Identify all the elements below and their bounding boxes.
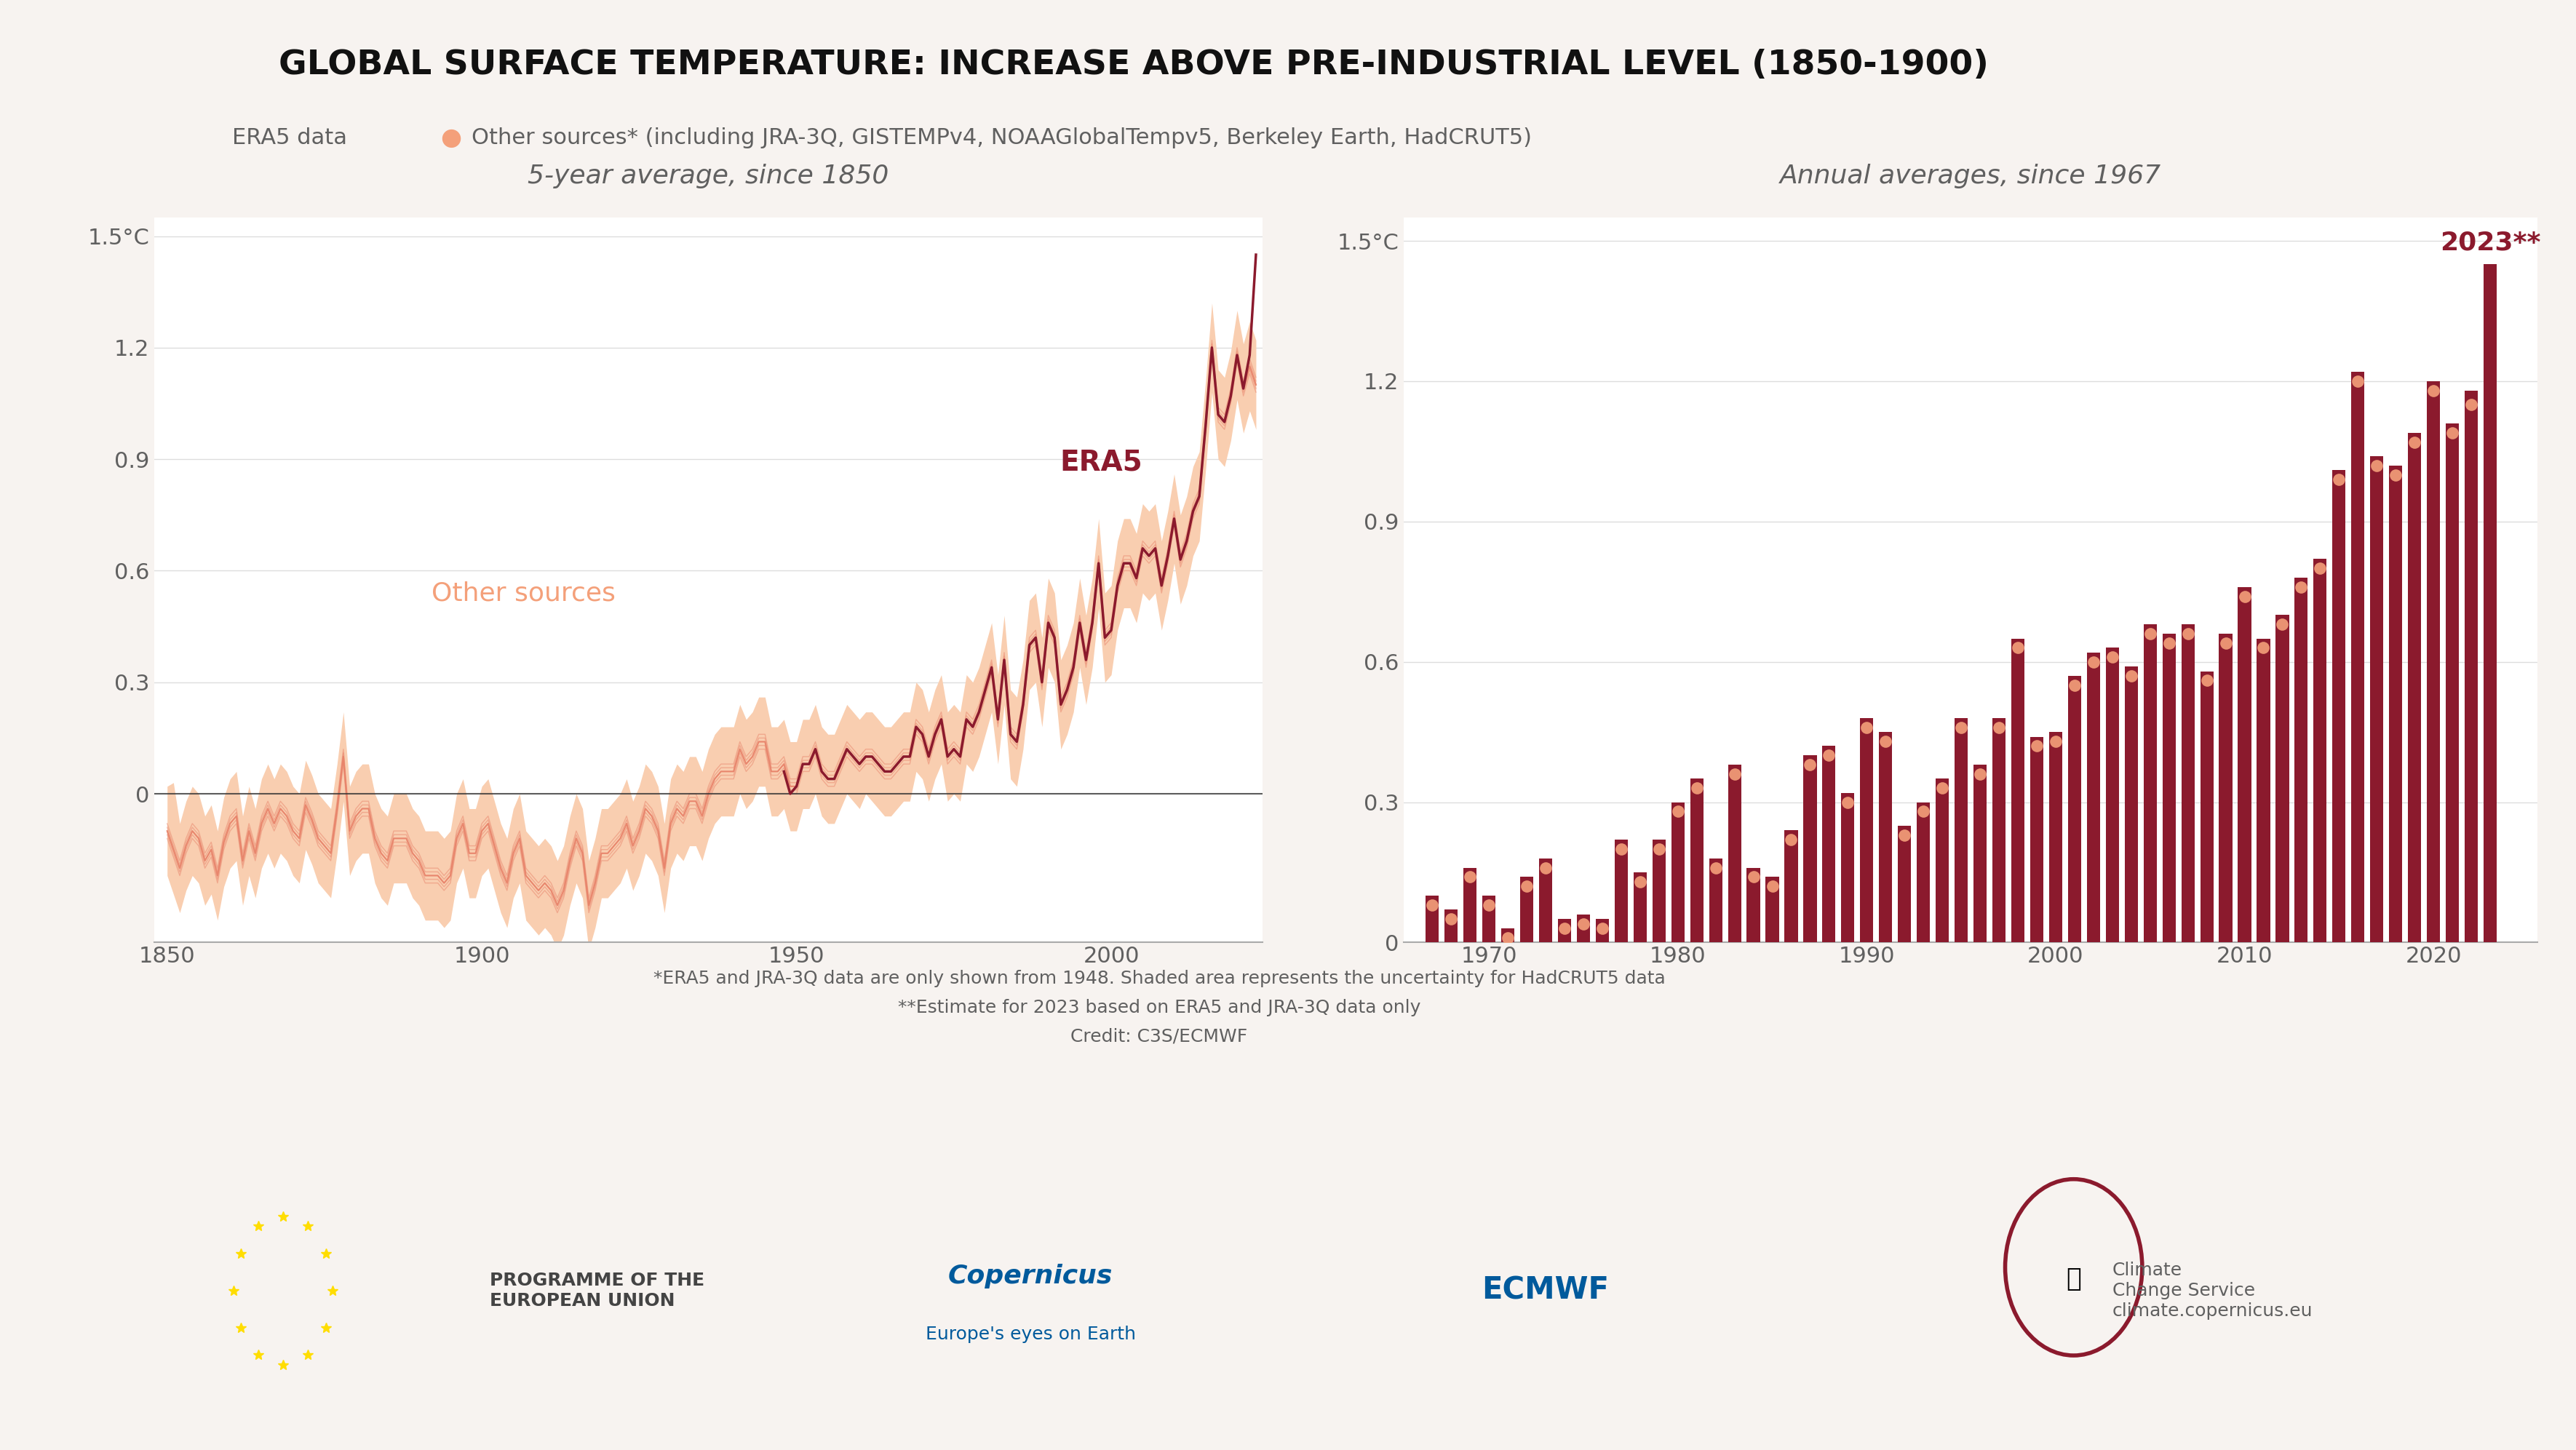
Text: GLOBAL SURFACE TEMPERATURE: INCREASE ABOVE PRE-INDUSTRIAL LEVEL (1850-1900): GLOBAL SURFACE TEMPERATURE: INCREASE ABO… <box>278 49 1989 81</box>
Bar <box>2048 732 2063 942</box>
Bar <box>1899 825 1911 942</box>
Bar <box>1917 802 1929 942</box>
Bar <box>2295 577 2308 942</box>
Bar <box>1878 732 1893 942</box>
Bar <box>1520 877 1533 942</box>
Bar <box>1747 867 1759 942</box>
Bar <box>1785 831 1798 942</box>
Bar <box>2200 671 2213 942</box>
Bar <box>1821 747 1837 942</box>
Bar <box>1502 928 1515 942</box>
Bar <box>1595 919 1610 942</box>
Bar <box>1973 764 1986 943</box>
Bar <box>2105 648 2120 942</box>
Bar <box>1672 802 1685 942</box>
Bar <box>2143 625 2156 942</box>
Bar <box>1425 896 1440 942</box>
Bar <box>2409 432 2421 942</box>
Bar <box>1803 755 1816 942</box>
Bar <box>1842 793 1855 942</box>
Bar <box>2125 667 2138 942</box>
Bar <box>1615 840 1628 942</box>
Bar <box>2388 465 2403 942</box>
Text: **Estimate for 2023 based on ERA5 and JRA-3Q data only: **Estimate for 2023 based on ERA5 and JR… <box>899 999 1419 1016</box>
Bar <box>1463 867 1476 942</box>
Bar <box>1728 764 1741 943</box>
Bar <box>2182 625 2195 942</box>
Text: Climate
Change Service
climate.copernicus.eu: Climate Change Service climate.copernicu… <box>2112 1262 2313 1320</box>
Text: ERA5: ERA5 <box>1059 448 1144 476</box>
Bar <box>2331 470 2347 942</box>
Bar <box>1538 858 1553 942</box>
Bar <box>1651 840 1667 942</box>
Bar <box>2087 652 2099 942</box>
Bar <box>1481 896 1497 942</box>
Bar <box>2012 638 2025 942</box>
Bar <box>1955 718 1968 942</box>
Bar <box>2427 381 2439 942</box>
Bar <box>2445 423 2460 942</box>
Bar <box>2161 634 2177 942</box>
Bar <box>2483 264 2496 942</box>
Text: Other sources* (including JRA-3Q, GISTEMPv4, NOAAGlobalTempv5, Berkeley Earth, H: Other sources* (including JRA-3Q, GISTEM… <box>471 128 1533 148</box>
Bar <box>2257 638 2269 942</box>
Text: 5-year average, since 1850: 5-year average, since 1850 <box>528 164 889 189</box>
Text: ●: ● <box>440 126 461 149</box>
Text: ECMWF: ECMWF <box>1481 1275 1610 1306</box>
Text: Annual averages, since 1967: Annual averages, since 1967 <box>1780 164 2161 189</box>
Bar <box>2465 390 2478 942</box>
Bar <box>1860 718 1873 942</box>
Text: ERA5 data: ERA5 data <box>232 128 348 148</box>
Text: *ERA5 and JRA-3Q data are only shown from 1948. Shaded area represents the uncer: *ERA5 and JRA-3Q data are only shown fro… <box>654 970 1664 987</box>
Bar <box>2275 615 2290 942</box>
Bar <box>2313 558 2326 942</box>
Bar <box>1577 915 1589 942</box>
Bar <box>1445 909 1458 942</box>
Bar <box>1708 858 1723 942</box>
Text: Copernicus: Copernicus <box>948 1263 1113 1289</box>
Text: Credit: C3S/ECMWF: Credit: C3S/ECMWF <box>1072 1028 1247 1045</box>
Bar <box>2069 676 2081 942</box>
Bar <box>1991 718 2007 942</box>
Text: 2023**: 2023** <box>2439 231 2540 255</box>
Bar <box>1558 919 1571 942</box>
Bar <box>1690 779 1703 942</box>
Bar <box>1765 877 1780 942</box>
Text: Europe's eyes on Earth: Europe's eyes on Earth <box>925 1325 1136 1343</box>
Text: PROGRAMME OF THE
EUROPEAN UNION: PROGRAMME OF THE EUROPEAN UNION <box>489 1272 703 1309</box>
Bar <box>1935 779 1950 942</box>
Bar <box>2239 587 2251 942</box>
Bar <box>2218 634 2233 942</box>
Bar <box>2352 371 2365 942</box>
Text: Other sources: Other sources <box>433 581 616 606</box>
Text: 🌡: 🌡 <box>2066 1266 2081 1292</box>
Bar <box>2370 457 2383 942</box>
Bar <box>1633 873 1646 942</box>
Bar <box>2030 737 2043 942</box>
